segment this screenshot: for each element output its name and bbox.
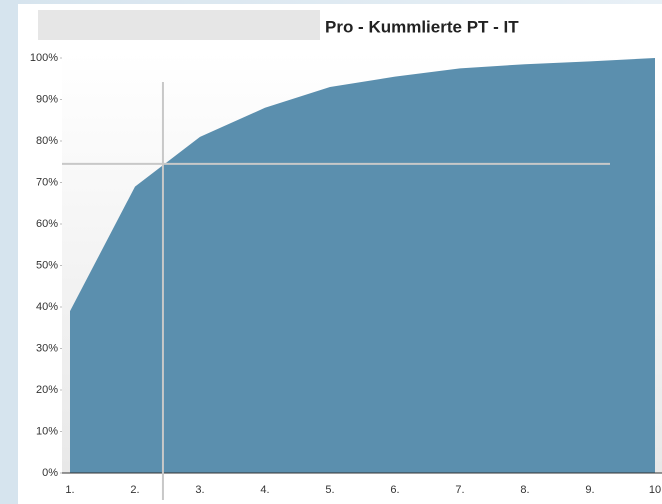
y-tick-label: 90% — [36, 93, 58, 105]
x-tick-label: 6. — [390, 484, 399, 496]
y-tick-label: 30% — [36, 342, 58, 354]
redacted-box — [38, 10, 320, 40]
y-tick-label: 20% — [36, 384, 58, 396]
y-tick-label: 0% — [42, 467, 58, 479]
x-tick-label: 3. — [195, 484, 204, 496]
x-tick-label: 9. — [585, 484, 594, 496]
y-tick-label: 60% — [36, 218, 58, 230]
y-tick-label: 70% — [36, 176, 58, 188]
chart-title: Pro - Kummlierte PT - IT — [325, 17, 519, 36]
y-tick-label: 40% — [36, 301, 58, 313]
x-tick-label: 5. — [325, 484, 334, 496]
x-tick-label: 4. — [260, 484, 269, 496]
x-tick-label: 8. — [520, 484, 529, 496]
y-tick-label: 10% — [36, 425, 58, 437]
x-tick-label: 2. — [130, 484, 139, 496]
y-tick-label: 100% — [30, 52, 58, 64]
y-tick-label: 80% — [36, 135, 58, 147]
y-tick-label: 50% — [36, 259, 58, 271]
x-tick-label: 1. — [65, 484, 74, 496]
area — [70, 58, 655, 473]
x-tick-label: 10 — [649, 484, 661, 496]
x-tick-label: 7. — [455, 484, 464, 496]
